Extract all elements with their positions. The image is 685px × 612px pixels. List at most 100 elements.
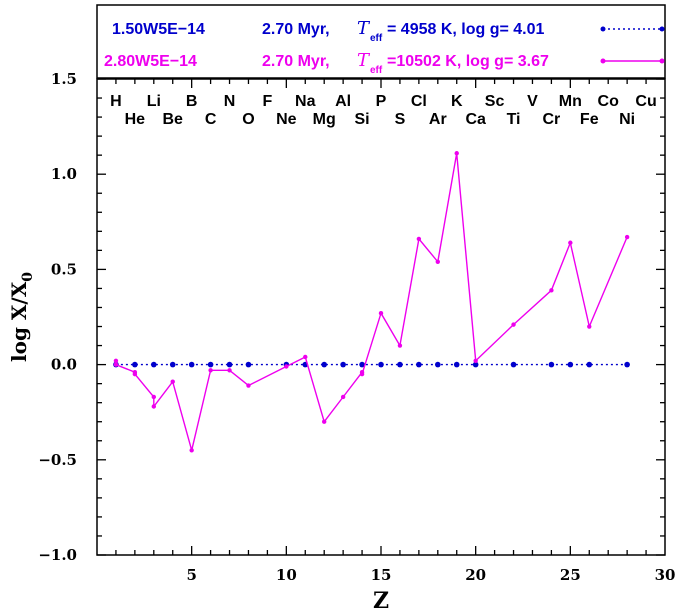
element-label-ti: Ti	[507, 111, 521, 128]
series-group	[113, 151, 630, 453]
series-2-point	[113, 358, 119, 363]
series-2-point	[227, 368, 232, 373]
y-tick-label: −1.0	[38, 546, 77, 564]
element-label-li: Li	[147, 93, 161, 110]
y-tick-label: 1.5	[51, 70, 77, 88]
element-label-si: Si	[355, 111, 370, 128]
x-tick-label: 10	[276, 566, 297, 584]
series-1-point	[567, 361, 574, 368]
x-tick-label: 25	[560, 566, 581, 584]
series-1-point	[472, 361, 479, 368]
element-label-sc: Sc	[485, 93, 505, 110]
series-1-point	[245, 361, 252, 368]
x-tick-label: 5	[186, 566, 196, 584]
series-2-point	[473, 358, 478, 363]
series-2-point	[587, 324, 592, 329]
series-2-point	[378, 310, 384, 316]
series-2-point	[340, 394, 346, 400]
y-tick-label: 0.0	[51, 356, 77, 374]
series-1-point	[586, 361, 593, 368]
legend-series-2-teff-sub: eff	[370, 65, 383, 76]
series-2-point	[151, 394, 156, 400]
y-axis-title: log X/X0	[7, 272, 36, 362]
legend-entry-series-2: 2.80W5E−14 2.70 Myr, T eff =10502 K, log…	[104, 50, 665, 76]
series-1-point	[340, 361, 346, 368]
legend-series-1-params: = 4958 K, log g= 4.01	[387, 21, 545, 38]
series-1-point	[435, 361, 441, 368]
series-2-point	[208, 368, 213, 373]
series-2-point	[511, 322, 516, 327]
element-label-k: K	[451, 93, 463, 110]
element-label-na: Na	[295, 93, 316, 110]
legend: 1.50W5E−14 2.70 Myr, T eff = 4958 K, log…	[104, 18, 665, 76]
element-label-f: F	[263, 93, 273, 110]
series-1-point	[624, 361, 630, 368]
svg-text:log X/X0: log X/X0	[7, 272, 36, 362]
series-1-point	[378, 361, 384, 368]
element-label-co: Co	[598, 93, 620, 110]
series-2-point	[416, 236, 422, 242]
series-1-point	[207, 361, 214, 368]
series-2-point	[246, 383, 251, 388]
element-label-he: He	[125, 111, 146, 128]
series-2-point	[435, 259, 440, 264]
legend-series-1-age: 2.70 Myr,	[262, 21, 330, 38]
element-label-s: S	[395, 111, 406, 128]
series-1-point	[169, 361, 176, 368]
x-axis-title: Z	[373, 588, 389, 612]
legend-series-1-teff-sub: eff	[370, 33, 383, 44]
series-1-point	[548, 361, 555, 368]
legend-series-2-age: 2.70 Myr,	[262, 53, 330, 70]
series-2-point	[170, 379, 175, 384]
y-axis-title-sub: 0	[20, 272, 36, 282]
element-label-n: N	[224, 93, 236, 110]
element-label-mn: Mn	[559, 93, 582, 110]
x-tick-label: 30	[655, 566, 676, 584]
legend-series-1-teff-symbol: T	[357, 18, 371, 39]
y-axis-title-main: log X/X	[7, 281, 31, 362]
legend-series-1-name: 1.50W5E−14	[112, 21, 205, 38]
element-label-be: Be	[163, 111, 184, 128]
series-2-point	[549, 288, 554, 293]
element-label-cu: Cu	[635, 93, 656, 110]
series-1-point	[416, 361, 422, 368]
series-2-point	[322, 419, 327, 424]
legend-series-2-params: =10502 K, log g= 3.67	[387, 53, 549, 70]
element-label-b: B	[186, 93, 198, 110]
legend-series-1-marker-left	[600, 26, 606, 32]
series-1-point	[510, 361, 517, 368]
legend-series-2-teff-symbol: T	[357, 50, 371, 71]
series-1-point	[151, 361, 157, 368]
element-label-c: C	[205, 111, 217, 128]
element-labels: H Li B N F Na Al P Cl K Sc V Mn Co Cu He Be C O Ne Mg Si S Ar Ca…	[110, 93, 657, 128]
series-1-point	[226, 361, 233, 368]
series-2-line	[115, 153, 628, 451]
series-2-point	[624, 234, 630, 240]
series-1-point	[321, 361, 328, 368]
axes: 5 10 15 20 25 30 −1.0 −0.5 0.0 0.5 1.0 1.5	[38, 70, 675, 584]
element-label-p: P	[376, 93, 387, 110]
series-1-point	[132, 361, 138, 368]
x-tick-label: 20	[465, 566, 486, 584]
series-2-point	[113, 362, 119, 367]
series-2-point	[132, 371, 138, 377]
element-label-o: O	[242, 111, 254, 128]
element-label-ni: Ni	[619, 111, 635, 128]
series-2-point	[568, 240, 573, 245]
element-label-fe: Fe	[580, 111, 599, 128]
series-2-point	[397, 343, 403, 348]
x-tick-label: 15	[371, 566, 392, 584]
y-tick-label: −0.5	[38, 451, 77, 469]
element-label-ar: Ar	[429, 111, 447, 128]
series-2-point	[303, 354, 308, 360]
series-1-point	[359, 361, 365, 368]
plot-frame	[96, 78, 666, 556]
element-label-h: H	[110, 93, 122, 110]
legend-series-1-marker-right	[659, 26, 665, 32]
element-label-ne: Ne	[276, 111, 297, 128]
series-2-point	[359, 371, 365, 377]
y-tick-label: 1.0	[51, 165, 77, 183]
legend-entry-series-1: 1.50W5E−14 2.70 Myr, T eff = 4958 K, log…	[112, 18, 665, 44]
series-1-point	[188, 361, 195, 368]
